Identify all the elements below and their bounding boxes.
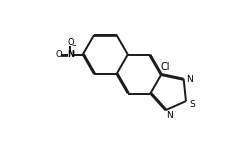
Text: +: + [71, 50, 75, 55]
Text: Cl: Cl [161, 62, 170, 72]
Text: N: N [166, 111, 173, 120]
Text: N: N [187, 75, 193, 84]
Text: N: N [67, 50, 74, 59]
Text: −: − [71, 42, 76, 47]
Text: S: S [189, 100, 195, 109]
Text: O: O [67, 38, 74, 47]
Text: O: O [55, 50, 62, 59]
